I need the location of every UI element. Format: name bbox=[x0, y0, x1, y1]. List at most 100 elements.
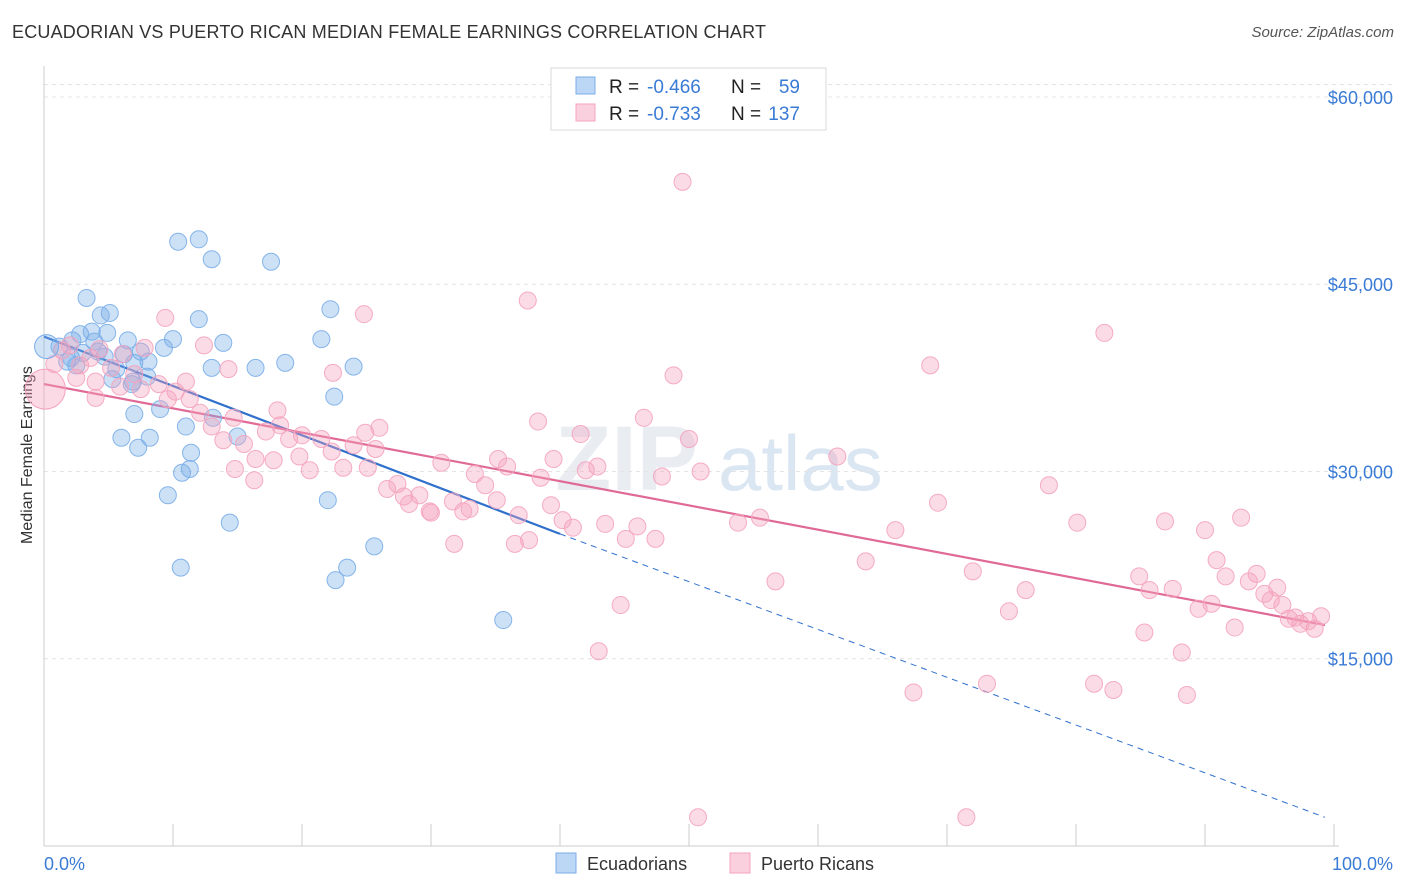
data-point bbox=[589, 642, 608, 661]
data-point bbox=[616, 529, 635, 548]
data-point bbox=[1163, 579, 1182, 598]
data-point bbox=[220, 513, 239, 532]
data-point bbox=[262, 252, 281, 271]
data-point bbox=[67, 356, 86, 375]
stats-n-label-2: N = bbox=[731, 104, 766, 125]
data-point bbox=[921, 356, 940, 375]
data-point bbox=[691, 462, 710, 481]
data-point bbox=[182, 443, 201, 462]
data-point bbox=[158, 486, 177, 505]
data-point bbox=[999, 602, 1018, 621]
data-point bbox=[246, 450, 265, 468]
data-point bbox=[1016, 581, 1035, 600]
data-point bbox=[158, 390, 177, 409]
data-point bbox=[1135, 623, 1154, 642]
data-point bbox=[173, 463, 192, 482]
data-point bbox=[1225, 618, 1244, 637]
data-point bbox=[680, 430, 698, 449]
trend-extension-ecuadorians bbox=[559, 533, 1326, 818]
data-point bbox=[553, 511, 572, 530]
stats-r-label-1: R = bbox=[609, 77, 644, 98]
data-point bbox=[1140, 581, 1159, 600]
y-tick-labels: $15,000 $30,000 $45,000 $60,000 bbox=[1328, 88, 1393, 670]
data-point bbox=[131, 380, 150, 399]
y-tick-label: $45,000 bbox=[1328, 275, 1393, 295]
data-point bbox=[541, 496, 560, 515]
data-point bbox=[112, 428, 131, 447]
data-point bbox=[445, 534, 464, 553]
data-point bbox=[194, 336, 213, 355]
data-point bbox=[322, 442, 341, 461]
x-tick-label: 100.0% bbox=[1332, 854, 1393, 874]
data-point bbox=[494, 611, 513, 630]
data-point bbox=[460, 499, 479, 518]
data-point bbox=[356, 423, 375, 442]
data-point bbox=[156, 308, 175, 327]
data-point bbox=[60, 336, 79, 355]
data-point bbox=[571, 425, 590, 444]
data-point bbox=[176, 372, 195, 391]
stats-legend: R = -0.466 N = 59 R = -0.733 N = 137 bbox=[550, 67, 827, 131]
data-point bbox=[245, 471, 264, 490]
data-point bbox=[588, 457, 607, 476]
data-point bbox=[171, 558, 190, 577]
data-point bbox=[90, 340, 109, 359]
data-point bbox=[977, 674, 996, 693]
data-point bbox=[689, 808, 708, 827]
legend-label-ecuadorians: Ecuadorians bbox=[587, 854, 687, 874]
data-point bbox=[149, 375, 168, 394]
data-point bbox=[118, 331, 137, 350]
data-point bbox=[1232, 508, 1251, 527]
data-point bbox=[498, 457, 517, 476]
data-point bbox=[228, 427, 247, 446]
data-point bbox=[664, 366, 683, 385]
data-point bbox=[102, 358, 121, 377]
watermark-atlas: atlas bbox=[718, 419, 883, 507]
data-point bbox=[465, 464, 484, 483]
data-point bbox=[366, 440, 385, 459]
data-point bbox=[246, 358, 265, 377]
data-point bbox=[928, 493, 947, 512]
data-point bbox=[1130, 567, 1149, 586]
data-points bbox=[24, 172, 1331, 827]
data-point bbox=[100, 303, 119, 322]
data-point bbox=[219, 360, 238, 379]
legend-swatch-puerto-ricans bbox=[729, 852, 751, 874]
stats-n-value-2: 137 bbox=[768, 104, 800, 125]
data-point bbox=[312, 430, 331, 449]
data-point bbox=[1104, 680, 1123, 699]
data-point bbox=[365, 537, 384, 556]
data-point bbox=[1268, 578, 1287, 597]
data-point bbox=[529, 412, 548, 431]
data-point bbox=[766, 572, 785, 591]
data-point bbox=[1068, 513, 1087, 532]
data-point bbox=[957, 808, 976, 827]
data-point bbox=[673, 172, 692, 191]
data-point bbox=[140, 428, 159, 447]
legend-label-puerto-ricans: Puerto Ricans bbox=[761, 854, 874, 874]
data-point bbox=[394, 487, 413, 506]
series-puerto-ricans bbox=[45, 172, 1331, 827]
data-point bbox=[750, 508, 769, 527]
data-point bbox=[422, 503, 440, 522]
data-point bbox=[344, 357, 363, 376]
data-point bbox=[505, 534, 524, 553]
y-tick-label: $30,000 bbox=[1328, 462, 1393, 482]
data-point bbox=[202, 358, 221, 377]
stats-swatch-ecuadorians bbox=[575, 76, 596, 95]
stats-r-label-2: R = bbox=[609, 104, 644, 125]
data-point bbox=[334, 458, 353, 477]
data-point bbox=[544, 450, 563, 468]
data-point bbox=[489, 450, 508, 468]
data-point bbox=[214, 431, 233, 450]
data-point bbox=[344, 436, 363, 455]
data-point bbox=[323, 363, 342, 382]
data-point bbox=[113, 345, 132, 364]
data-point bbox=[125, 405, 144, 424]
axes bbox=[43, 66, 1339, 847]
data-point bbox=[432, 453, 451, 472]
data-point bbox=[963, 562, 982, 581]
data-point bbox=[98, 323, 117, 342]
data-point bbox=[1156, 512, 1175, 531]
